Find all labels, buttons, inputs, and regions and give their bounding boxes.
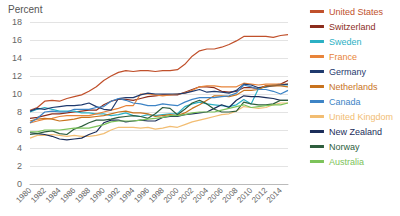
svg-text:Switzerland: Switzerland xyxy=(329,22,376,32)
svg-text:New Zealand: New Zealand xyxy=(329,127,382,137)
svg-text:1998: 1998 xyxy=(147,185,166,204)
svg-text:1980: 1980 xyxy=(14,185,33,204)
svg-text:Australia: Australia xyxy=(329,157,364,167)
svg-text:10: 10 xyxy=(12,89,22,99)
svg-text:Percent: Percent xyxy=(8,4,43,15)
svg-text:12: 12 xyxy=(12,71,22,81)
svg-text:4: 4 xyxy=(17,143,22,153)
svg-text:2010: 2010 xyxy=(235,185,254,204)
svg-text:France: France xyxy=(329,52,357,62)
svg-text:Norway: Norway xyxy=(329,142,360,152)
svg-text:8: 8 xyxy=(17,107,22,117)
svg-text:6: 6 xyxy=(17,125,22,135)
svg-text:Canada: Canada xyxy=(329,97,361,107)
svg-text:United Kingdom: United Kingdom xyxy=(329,112,393,122)
svg-text:Germany: Germany xyxy=(329,67,367,77)
svg-text:1992: 1992 xyxy=(103,185,122,204)
svg-text:2004: 2004 xyxy=(191,185,210,204)
svg-text:2008: 2008 xyxy=(221,185,240,204)
svg-text:2012: 2012 xyxy=(250,185,269,204)
svg-text:2014: 2014 xyxy=(265,185,284,204)
svg-text:1990: 1990 xyxy=(88,185,107,204)
svg-text:1988: 1988 xyxy=(73,185,92,204)
svg-text:16: 16 xyxy=(12,35,22,45)
svg-text:2000: 2000 xyxy=(162,185,181,204)
svg-text:18: 18 xyxy=(12,17,22,27)
svg-text:2002: 2002 xyxy=(176,185,195,204)
svg-text:2006: 2006 xyxy=(206,185,225,204)
svg-text:1996: 1996 xyxy=(132,185,151,204)
svg-text:Netherlands: Netherlands xyxy=(329,82,378,92)
svg-text:1984: 1984 xyxy=(44,185,63,204)
svg-text:2: 2 xyxy=(17,161,22,171)
svg-text:United States: United States xyxy=(329,7,384,17)
svg-text:1994: 1994 xyxy=(117,185,136,204)
svg-text:0: 0 xyxy=(17,179,22,189)
svg-text:Sweden: Sweden xyxy=(329,37,362,47)
svg-text:1986: 1986 xyxy=(58,185,77,204)
svg-text:1982: 1982 xyxy=(29,185,48,204)
svg-text:14: 14 xyxy=(12,53,22,63)
